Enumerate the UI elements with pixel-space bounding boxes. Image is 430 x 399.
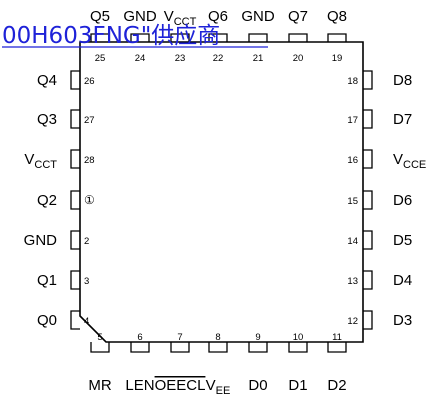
pin-number-6: 6 bbox=[137, 332, 142, 343]
pin-lead-28 bbox=[70, 149, 80, 169]
pin-lead-3 bbox=[70, 270, 80, 290]
pin-number-27: 27 bbox=[84, 115, 95, 126]
pin-number-23: 23 bbox=[175, 53, 186, 64]
pin-name-8: VEE bbox=[206, 377, 231, 397]
pin-number-13: 13 bbox=[347, 276, 358, 287]
pin-number-3: 3 bbox=[84, 276, 89, 287]
pin-lead-8 bbox=[208, 342, 228, 353]
pin-number-25: 25 bbox=[95, 53, 106, 64]
pin-lead-9 bbox=[248, 342, 268, 353]
pin-lead-7 bbox=[170, 342, 190, 353]
pin-name-2: GND bbox=[24, 232, 58, 249]
pin-name-20: Q7 bbox=[288, 8, 308, 25]
pin-lead-13 bbox=[363, 270, 373, 290]
pin-lead-26 bbox=[70, 70, 80, 90]
pin-number-20: 20 bbox=[293, 53, 304, 64]
pin-name-5: MR bbox=[88, 377, 111, 394]
pin-number-12: 12 bbox=[347, 316, 358, 327]
pin-number-8: 8 bbox=[215, 332, 220, 343]
pin-name-19: Q8 bbox=[327, 8, 347, 25]
pin-lead-27 bbox=[70, 109, 80, 129]
pin-lead-17 bbox=[363, 109, 373, 129]
pin-lead-10 bbox=[288, 342, 308, 353]
pin-lead-2 bbox=[70, 230, 80, 250]
pin-lead-5 bbox=[90, 342, 110, 353]
pin-name-25: Q5 bbox=[90, 8, 110, 25]
pin-name-17: D7 bbox=[393, 111, 412, 128]
pin-name-11: D2 bbox=[327, 377, 346, 394]
pin-lead-21 bbox=[248, 33, 268, 42]
pin-lead-18 bbox=[363, 70, 373, 90]
pin-number-7: 7 bbox=[177, 332, 182, 343]
pin-number-4: 4 bbox=[84, 316, 89, 327]
pin1-marker: ① bbox=[84, 193, 95, 207]
pin-number-15: 15 bbox=[347, 196, 358, 207]
pin-name-28: VCCT bbox=[24, 151, 57, 171]
labels-layer: Q525GND24VCCT23Q622GND21Q720Q819MR5LEN6O… bbox=[24, 8, 427, 397]
pin-name-3: Q1 bbox=[37, 272, 57, 289]
pin-lead-6 bbox=[130, 342, 150, 353]
pin-number-10: 10 bbox=[293, 332, 304, 343]
pin-number-26: 26 bbox=[84, 76, 95, 87]
pin-number-11: 11 bbox=[332, 332, 342, 343]
pin-number-22: 22 bbox=[213, 53, 224, 64]
watermark-text[interactable]: 00H603FNG"供应商 bbox=[2, 23, 220, 49]
pin-name-18: D8 bbox=[393, 72, 412, 89]
pin-lead-11 bbox=[327, 342, 347, 353]
pin-lead-24 bbox=[130, 33, 150, 42]
pin-lead-16 bbox=[363, 149, 373, 169]
pin-name-4: Q0 bbox=[37, 312, 57, 329]
package-body bbox=[79, 41, 364, 343]
pin-name-14: D5 bbox=[393, 232, 412, 249]
pin-number-16: 16 bbox=[347, 155, 358, 166]
pins-layer bbox=[70, 33, 373, 353]
pin-number-5: 5 bbox=[97, 332, 102, 343]
pin-name-12: D3 bbox=[393, 312, 412, 329]
pin-lead-19 bbox=[327, 33, 347, 42]
pin-name-subscript-28: CCT bbox=[34, 159, 57, 171]
pin-lead-15 bbox=[363, 190, 373, 210]
pin-lead-20 bbox=[288, 33, 308, 42]
pin-lead-1 bbox=[70, 190, 80, 210]
pin-number-14: 14 bbox=[347, 236, 358, 247]
pin-lead-14 bbox=[363, 230, 373, 250]
pin-number-2: 2 bbox=[84, 236, 89, 247]
pin-name-7: OEECL bbox=[155, 377, 206, 394]
pin-name-16: VCCE bbox=[393, 151, 426, 171]
pin-number-18: 18 bbox=[347, 76, 358, 87]
pin-name-22: Q6 bbox=[208, 8, 228, 25]
pin-lead-25 bbox=[90, 33, 110, 42]
pin-number-17: 17 bbox=[347, 115, 358, 126]
pin-name-27: Q3 bbox=[37, 111, 57, 128]
pin-name-13: D4 bbox=[393, 272, 412, 289]
pin-name-subscript-8: EE bbox=[216, 385, 231, 397]
pin-number-28: 28 bbox=[84, 155, 95, 166]
pin-lead-22 bbox=[208, 33, 228, 42]
pin-name-6: LEN bbox=[125, 377, 154, 394]
pin-name-23: VCCT bbox=[164, 8, 197, 28]
pin-name-24: GND bbox=[123, 8, 157, 25]
pin-lead-4 bbox=[70, 310, 80, 330]
pin-lead-12 bbox=[363, 310, 373, 330]
pin-number-19: 19 bbox=[332, 53, 343, 64]
pin-name-1: Q2 bbox=[37, 192, 57, 209]
pin-name-9: D0 bbox=[248, 377, 267, 394]
pin-name-subscript-16: CCE bbox=[403, 159, 426, 171]
pin-name-10: D1 bbox=[288, 377, 307, 394]
pin-name-15: D6 bbox=[393, 192, 412, 209]
pin-number-21: 21 bbox=[253, 53, 264, 64]
pin-name-21: GND bbox=[241, 8, 275, 25]
pin-lead-23 bbox=[170, 33, 190, 42]
pin-name-26: Q4 bbox=[37, 72, 57, 89]
pin-name-subscript-23: CCT bbox=[174, 16, 197, 28]
pin-number-9: 9 bbox=[255, 332, 260, 343]
pin-number-24: 24 bbox=[135, 53, 146, 64]
